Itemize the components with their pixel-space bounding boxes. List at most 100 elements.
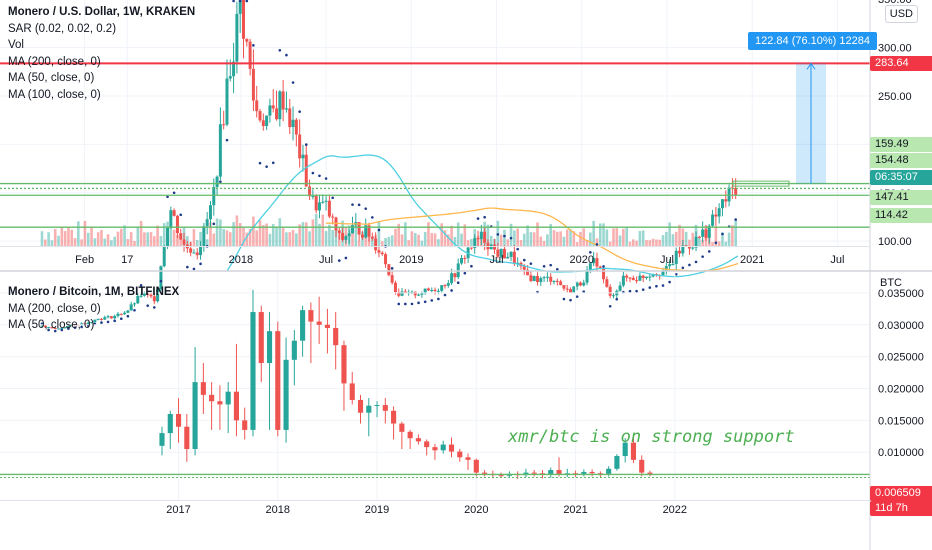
usd-candle-body [337,230,341,233]
usd-candle-body [347,233,351,237]
usd-candle-body [668,264,672,267]
volume-bar [579,231,582,246]
volume-bar [404,222,407,246]
btc-currency-label[interactable]: BTC [880,277,902,289]
volume-bar [499,234,503,246]
time-tick-label: Jul [830,254,844,266]
usd-candle-body [341,232,345,240]
volume-bar [149,232,153,246]
volume-bar [674,231,678,246]
sar-dot [106,320,110,324]
volume-bar [126,239,130,246]
volume-bar [628,241,632,246]
ma200-indicator-label[interactable]: MA (200, close, 0) [8,55,101,68]
usd-currency-button[interactable]: USD [884,5,918,23]
sar-dot [285,53,288,57]
btc-candle-body [407,431,413,439]
volume-bar [285,232,288,246]
volume-bar [575,241,579,246]
volume-bar [390,235,394,246]
sar-dot [258,161,262,165]
volume-bar [209,222,212,246]
sar-dot [199,262,202,266]
usd-candle-body [308,186,312,197]
usd-candle-body [317,202,321,211]
usd-chart-title[interactable]: Monero / U.S. Dollar, 1W, KRAKEN [8,6,196,18]
usd-candle-body [588,263,592,271]
usd-candle-body [671,263,675,265]
volume-bar [159,236,163,246]
usd-candle-body [334,217,338,231]
usd-candle-body [370,236,374,239]
volume-bar [252,216,255,246]
usd-candle-body [60,327,64,329]
ma100-indicator-label[interactable]: MA (100, close, 0) [8,88,101,101]
volume-bar [539,236,543,246]
btc-candle-body [630,442,637,460]
usd-chart-legend: Monero / U.S. Dollar, 1W, KRAKEN SAR (0.… [8,4,195,103]
usd-candle-body [360,234,364,238]
sar-dot [351,203,354,206]
sar-indicator-label[interactable]: SAR (0.02, 0.02, 0.2) [8,22,117,35]
sar-dot [252,44,255,47]
usd-candle-body [258,111,262,121]
volume-bar [592,220,595,246]
volume-bar [86,232,90,246]
btc-ma50-indicator-label[interactable]: MA (50, close, 0) [8,319,95,331]
volume-bar [552,230,556,246]
usd-candle-body [228,76,232,79]
usd-candle-body [215,176,219,188]
volume-bar [651,238,655,246]
volume-bar [400,234,404,246]
sar-dot [212,222,216,226]
usd-candle-body [681,245,685,254]
volume-bar [413,233,417,246]
usd-candle-body [106,316,110,318]
support-annotation-text[interactable]: xmr/btc is on strong support [508,427,795,447]
vol-indicator-label[interactable]: Vol [8,39,24,51]
btc-candle-body [159,433,165,446]
sar-dot [668,280,671,284]
btc-ma200-indicator-label[interactable]: MA (200, close, 0) [8,302,101,315]
btc-candle-body [498,475,504,477]
usd-candle-body [301,154,305,159]
ma50-indicator-label[interactable]: MA (50, close, 0) [8,72,95,84]
sar-dot [113,319,116,323]
volume-bar [681,228,685,246]
usd-candle-body [605,279,609,287]
btc-candle-body [341,345,347,384]
price-tick-label: 0.025000 [878,352,924,364]
usd-candle-body [638,275,642,281]
usd-candle-body [380,252,384,255]
usd-candle-body [66,325,70,328]
btc-candle-body [291,340,297,360]
volume-bar [513,230,516,246]
usd-candle-body [704,229,708,238]
usd-candle-body [156,289,160,302]
sar-dot [443,293,447,297]
volume-bar [546,234,549,246]
sar-dot [278,48,282,52]
usd-candle-body [529,275,533,282]
btc-candle-body [482,472,488,474]
usd-candle-body [542,277,546,279]
sar-dot [456,281,460,285]
usd-candle-body [374,238,378,251]
volume-bar [598,223,602,246]
time-tick-label: 2018 [266,504,290,516]
usd-candle-body [139,295,143,297]
volume-bar [314,214,318,246]
sar-dot [496,233,500,236]
volume-bar [304,222,308,246]
usd-candle-body [172,210,176,216]
volume-bar [232,222,235,246]
btc-chart-title[interactable]: Monero / Bitcoin, 1M, BITFINEX [8,286,180,298]
usd-candle-body [618,285,622,291]
usd-price-tag: 114.42 [870,207,932,223]
ma50-line [226,154,739,278]
usd-candle-body [720,199,724,209]
usd-candle-body [291,119,295,128]
sar-dot [159,279,163,283]
volume-bar [605,229,609,246]
